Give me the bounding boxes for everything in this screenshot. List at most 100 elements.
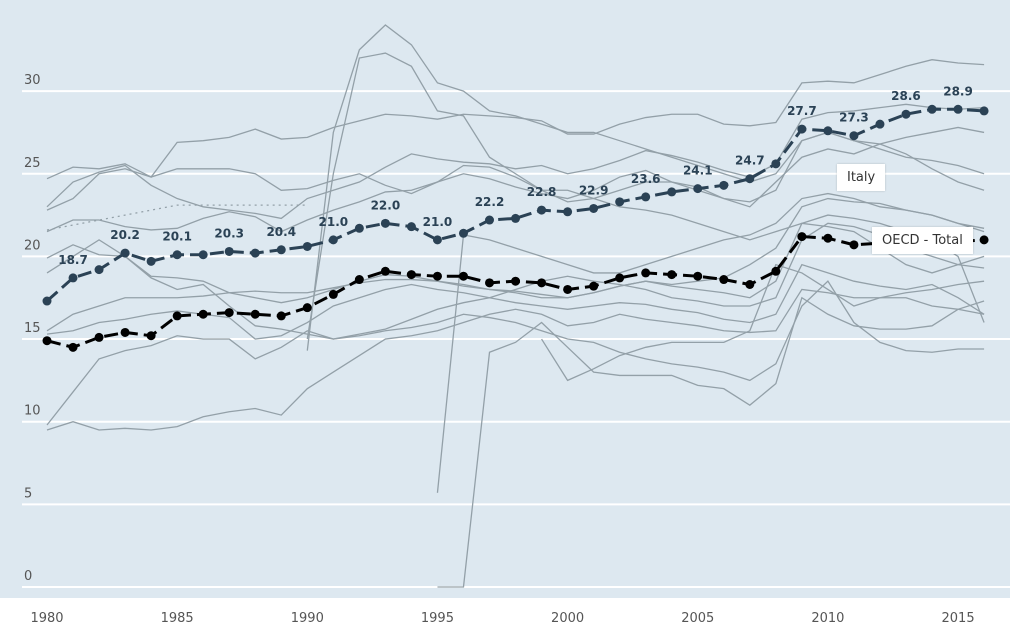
oecd-total-point [302, 303, 312, 313]
oecd-total-point [667, 270, 677, 280]
oecd-total-point [823, 233, 833, 243]
oecd-total-point [693, 271, 703, 281]
italy-point [250, 248, 260, 258]
italy-point [589, 203, 599, 213]
italy-data-label: 20.4 [266, 225, 296, 239]
italy-point [641, 192, 651, 202]
oecd-total-point [328, 289, 338, 299]
italy-data-label: 28.9 [943, 84, 973, 98]
oecd-total-point [511, 276, 521, 286]
plot-background [0, 0, 1010, 598]
oecd-total-point [94, 332, 104, 342]
italy-point [42, 296, 52, 306]
italy-point [875, 119, 885, 129]
country-series-line [46, 280, 985, 431]
oecd-total-point [771, 266, 781, 276]
country-series-line [46, 126, 985, 233]
x-tick-label: 2015 [942, 611, 975, 626]
italy-point [563, 207, 573, 217]
oecd-total-point [979, 235, 989, 245]
italy-point [198, 250, 208, 260]
italy-point [927, 104, 937, 114]
country-series-line [46, 197, 985, 304]
oecd-total-point [380, 266, 390, 276]
italy-point [146, 256, 156, 266]
country-series-line [306, 52, 985, 340]
x-tick-label: 1995 [421, 611, 454, 626]
italy-data-label: 20.2 [110, 228, 140, 242]
oecd-total-point [250, 309, 260, 319]
italy-point [276, 245, 286, 255]
italy-point [458, 228, 468, 238]
x-tick-label: 2005 [681, 611, 714, 626]
italy-point [68, 273, 78, 283]
italy-data-label: 24.7 [735, 154, 765, 168]
country-series-line [46, 103, 985, 220]
italy-point [406, 222, 416, 232]
oecd-total-point [432, 271, 442, 281]
italy-point [797, 124, 807, 134]
y-tick-label: 10 [24, 404, 41, 419]
y-tick-label: 0 [24, 569, 32, 584]
oecd-total-point [120, 327, 130, 337]
country-series-line [46, 280, 985, 426]
italy-data-label: 20.3 [214, 226, 244, 240]
oecd-total-point [406, 270, 416, 280]
italy-data-label: 22.9 [579, 183, 609, 197]
italy-point [901, 109, 911, 119]
italy-point [849, 131, 859, 141]
italy-data-label: 22.8 [527, 185, 557, 199]
oecd-total-point [276, 311, 286, 321]
oecd-total-point [849, 240, 859, 250]
italy-point [615, 197, 625, 207]
oecd-total-point [537, 278, 547, 288]
italy-point [511, 213, 521, 223]
italy-callout: Italy [837, 164, 886, 191]
italy-data-label: 24.1 [683, 164, 713, 178]
italy-data-label: 22.2 [475, 195, 505, 209]
oecd-total-point [563, 284, 573, 294]
italy-point [120, 248, 130, 258]
italy-point [771, 159, 781, 169]
italy-point [719, 180, 729, 190]
oecd-total-point [719, 275, 729, 285]
italy-point [485, 215, 495, 225]
oecd-total-point [224, 308, 234, 318]
italy-data-label: 22.0 [371, 198, 401, 212]
oecd-total-point [198, 309, 208, 319]
italy-point [979, 106, 989, 116]
oecd-total-point [68, 342, 78, 352]
x-tick-label: 2010 [811, 611, 844, 626]
oecd-total-point [146, 331, 156, 341]
italy-point [745, 174, 755, 184]
italy-point [224, 246, 234, 256]
oecd-total-point [641, 268, 651, 278]
oecd-total-point [458, 271, 468, 281]
italy-data-label: 23.6 [631, 172, 661, 186]
italy-point [172, 250, 182, 260]
italy-point [302, 241, 312, 251]
italy-data-label: 27.7 [787, 104, 817, 118]
y-tick-label: 15 [24, 321, 41, 336]
oecd-total-callout: OECD - Total [872, 227, 973, 254]
country-series-line [436, 192, 985, 493]
oecd-total-point [42, 336, 52, 346]
x-tick-label: 1980 [30, 611, 63, 626]
italy-data-label: 21.0 [319, 215, 349, 229]
italy-point [354, 223, 364, 233]
italy-data-label: 18.7 [58, 253, 88, 267]
oecd-total-point [354, 275, 364, 285]
italy-data-label: 28.6 [891, 89, 921, 103]
country-series-line [437, 296, 985, 588]
italy-point [693, 184, 703, 194]
italy-point [328, 235, 338, 245]
italy-point [380, 218, 390, 228]
italy-point [537, 205, 547, 215]
italy-data-label: 20.1 [162, 230, 192, 244]
x-tick-label: 1985 [161, 611, 194, 626]
italy-point [953, 104, 963, 114]
oecd-total-point [589, 281, 599, 291]
country-series-line [541, 263, 985, 382]
